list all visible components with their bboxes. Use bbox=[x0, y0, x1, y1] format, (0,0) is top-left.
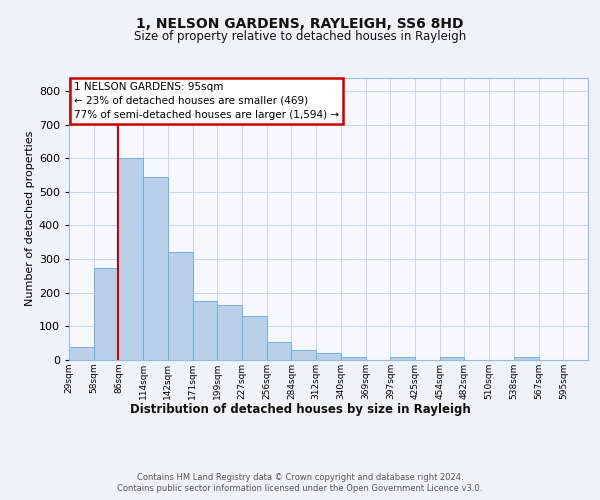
Bar bbox=[390, 356, 415, 360]
Bar bbox=[193, 301, 217, 360]
Text: Contains HM Land Registry data © Crown copyright and database right 2024.
Contai: Contains HM Land Registry data © Crown c… bbox=[118, 472, 482, 494]
Bar bbox=[143, 176, 168, 360]
Bar bbox=[217, 304, 242, 360]
Bar bbox=[168, 252, 193, 360]
Bar bbox=[118, 158, 143, 360]
Y-axis label: Number of detached properties: Number of detached properties bbox=[25, 131, 35, 306]
Bar bbox=[440, 356, 464, 360]
Bar bbox=[242, 316, 267, 360]
Text: Size of property relative to detached houses in Rayleigh: Size of property relative to detached ho… bbox=[134, 30, 466, 43]
Bar bbox=[316, 354, 341, 360]
Bar bbox=[69, 346, 94, 360]
Bar bbox=[267, 342, 292, 360]
Text: 1, NELSON GARDENS, RAYLEIGH, SS6 8HD: 1, NELSON GARDENS, RAYLEIGH, SS6 8HD bbox=[136, 18, 464, 32]
Bar bbox=[292, 350, 316, 360]
Text: 1 NELSON GARDENS: 95sqm
← 23% of detached houses are smaller (469)
77% of semi-d: 1 NELSON GARDENS: 95sqm ← 23% of detache… bbox=[74, 82, 340, 120]
Bar bbox=[341, 356, 365, 360]
Bar bbox=[514, 356, 539, 360]
Bar bbox=[94, 268, 118, 360]
Text: Distribution of detached houses by size in Rayleigh: Distribution of detached houses by size … bbox=[130, 402, 470, 415]
